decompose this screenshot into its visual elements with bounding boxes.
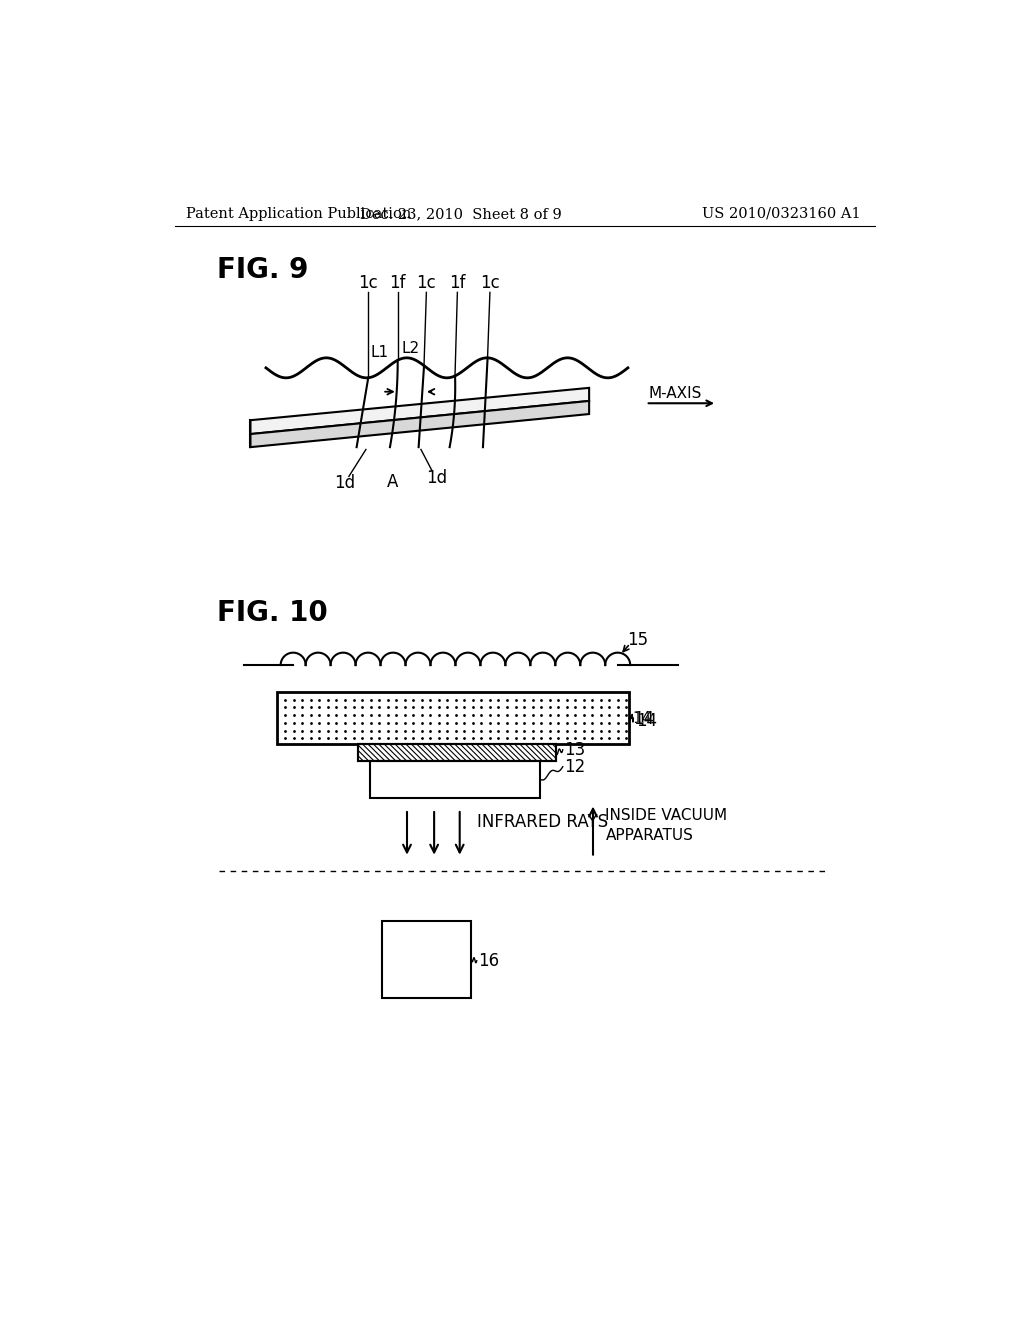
Bar	[358, 744, 556, 762]
Bar	[276, 692, 630, 744]
Bar	[370, 762, 541, 797]
Bar	[358, 744, 556, 762]
Text: INFRARED RAYS: INFRARED RAYS	[477, 813, 608, 832]
Text: 14: 14	[633, 710, 651, 726]
Text: 1f: 1f	[389, 275, 406, 292]
Text: 15: 15	[627, 631, 648, 649]
Bar	[382, 921, 471, 998]
Text: L2: L2	[401, 341, 420, 356]
Text: 13: 13	[564, 741, 586, 759]
Text: US 2010/0323160 A1: US 2010/0323160 A1	[701, 207, 860, 220]
Text: 1c: 1c	[417, 275, 436, 292]
Text: 1f: 1f	[450, 275, 466, 292]
Text: 14: 14	[633, 710, 654, 727]
Text: A: A	[387, 473, 398, 491]
Text: 14: 14	[636, 711, 656, 730]
Text: 1c: 1c	[480, 275, 500, 292]
Text: 16: 16	[478, 952, 500, 970]
Polygon shape	[251, 388, 589, 434]
Text: Dec. 23, 2010  Sheet 8 of 9: Dec. 23, 2010 Sheet 8 of 9	[360, 207, 562, 220]
Text: 12: 12	[564, 758, 586, 776]
Text: INSIDE VACUUM
APPARATUS: INSIDE VACUUM APPARATUS	[605, 808, 727, 842]
Text: M-AXIS: M-AXIS	[649, 385, 702, 401]
Text: Patent Application Publication: Patent Application Publication	[186, 207, 412, 220]
Text: L1: L1	[371, 345, 389, 360]
Text: 14: 14	[633, 710, 654, 727]
Text: FIG. 10: FIG. 10	[217, 599, 328, 627]
Polygon shape	[251, 401, 589, 447]
Text: 1c: 1c	[358, 275, 378, 292]
Bar	[358, 744, 556, 762]
Text: 1d: 1d	[335, 474, 355, 492]
Text: 1d: 1d	[426, 469, 447, 487]
Text: FIG. 9: FIG. 9	[217, 256, 308, 284]
